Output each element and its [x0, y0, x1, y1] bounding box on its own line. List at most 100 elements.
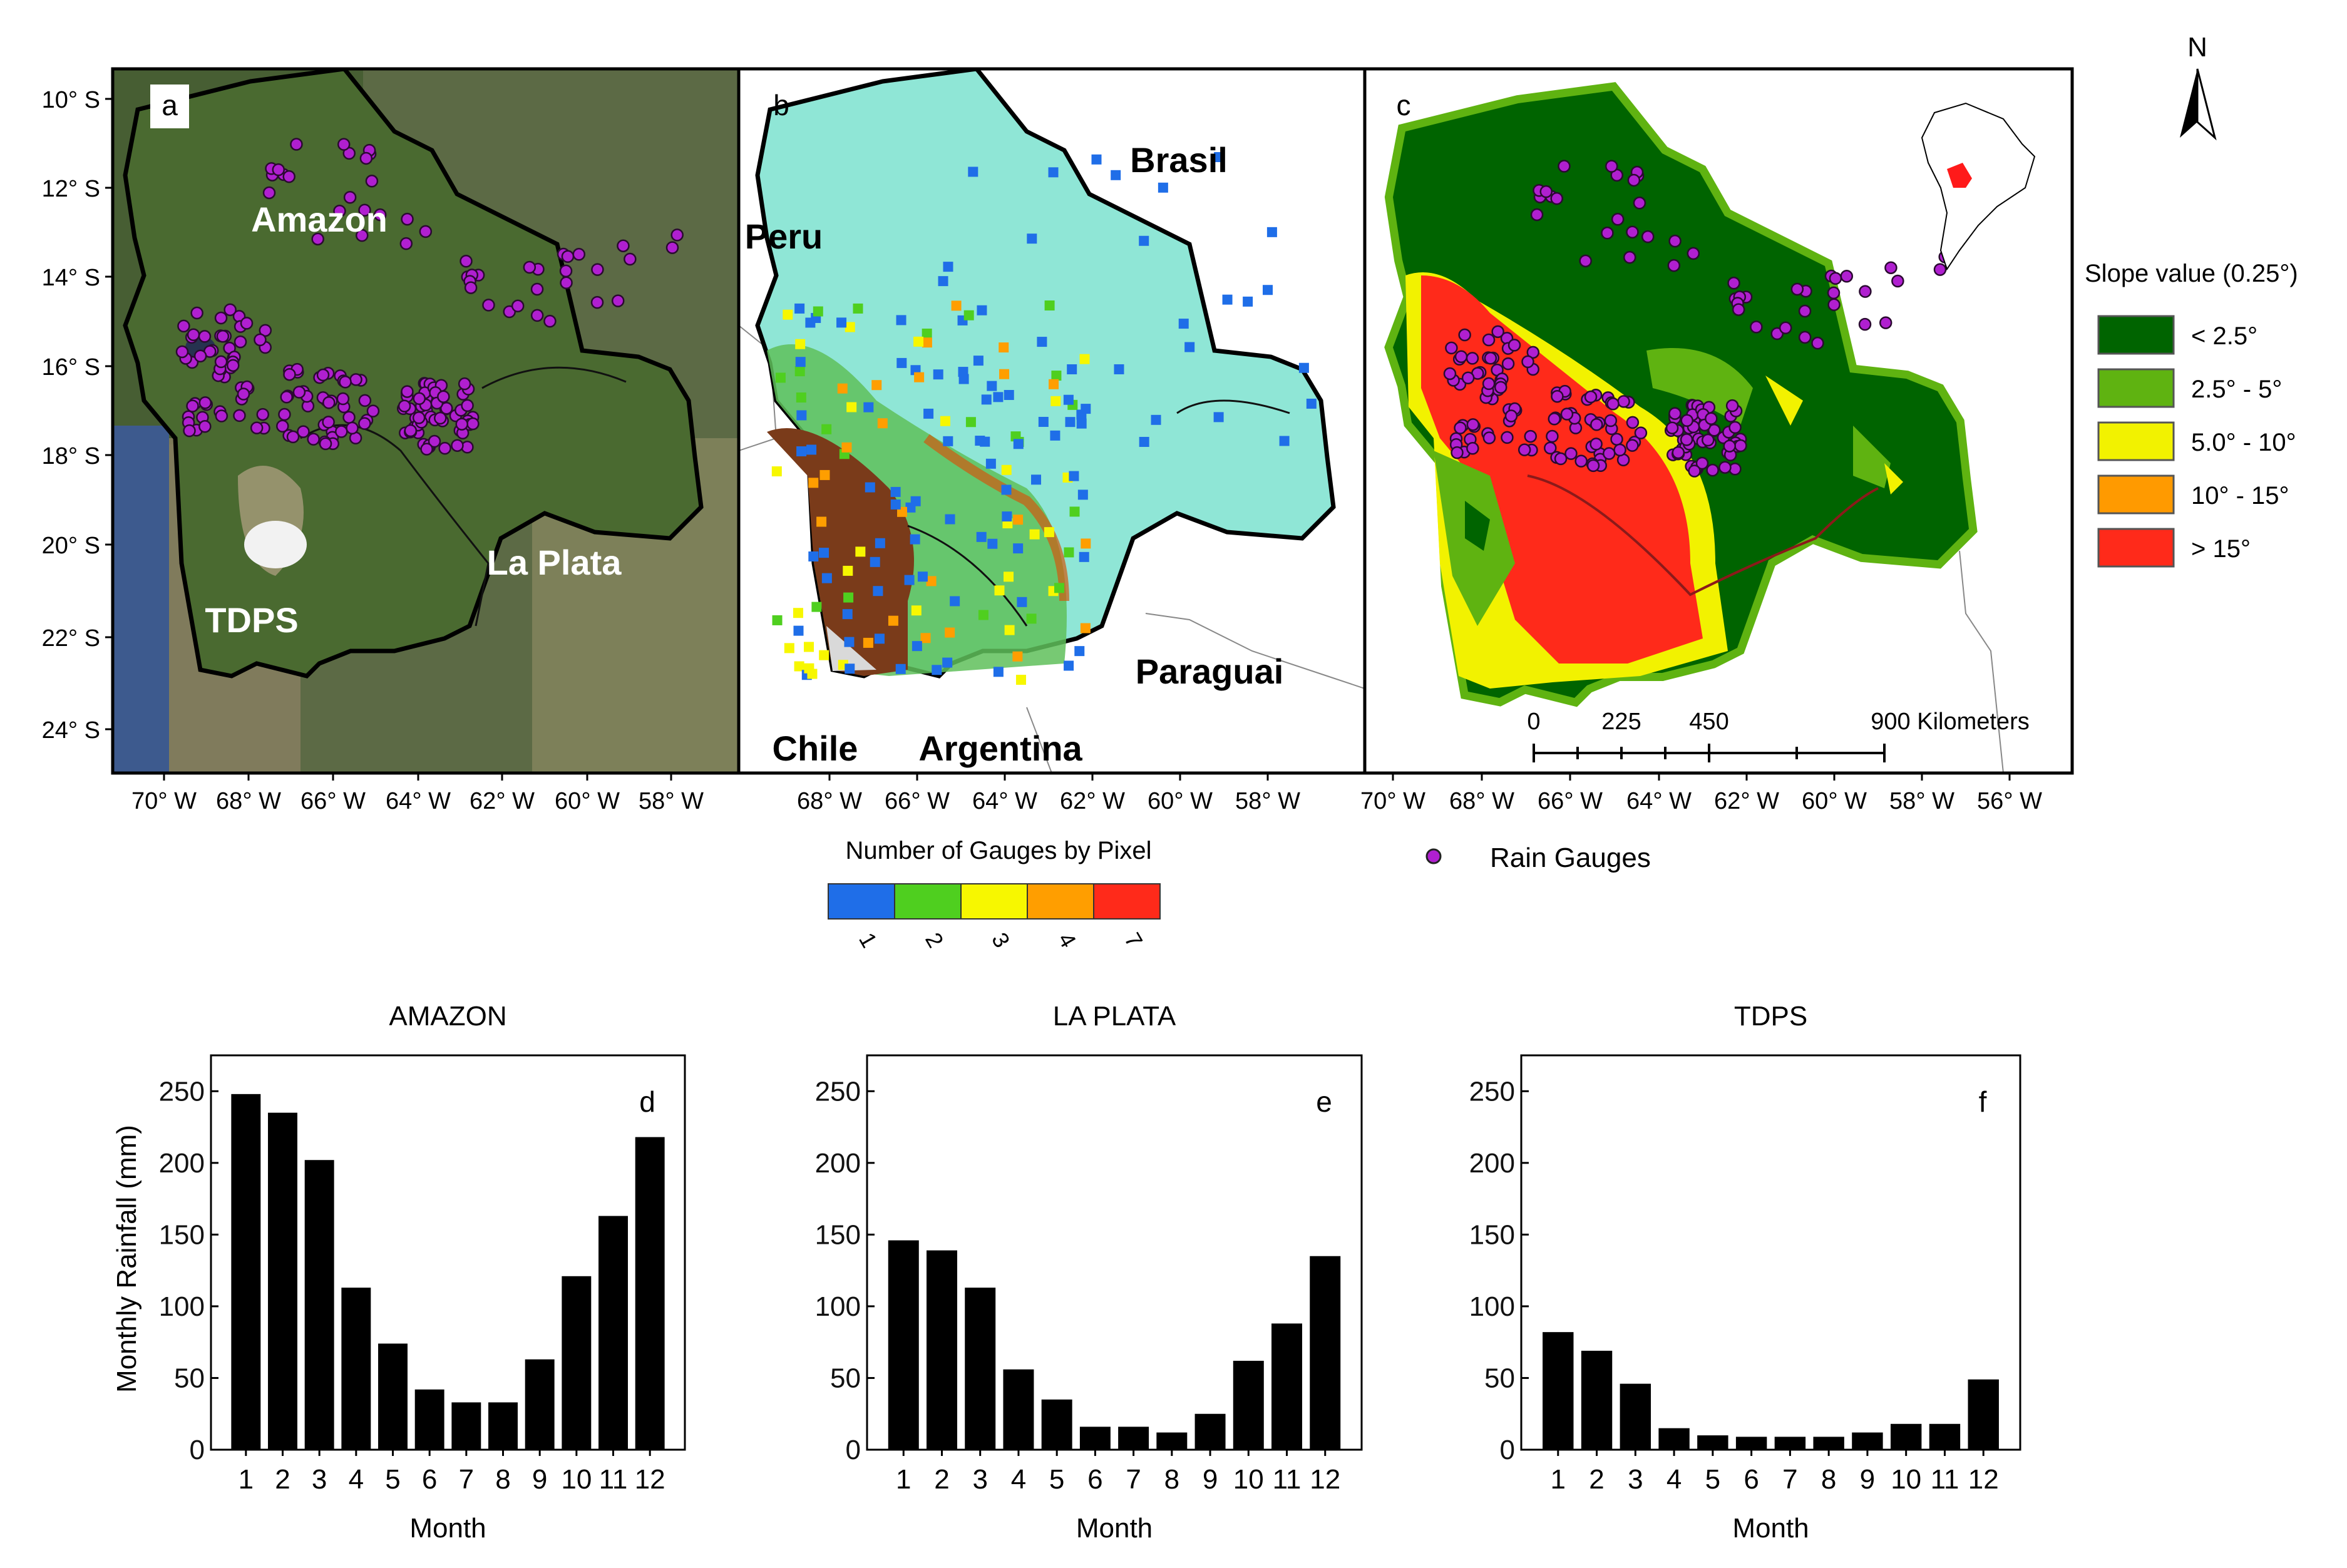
gauge-pixel [794, 366, 805, 377]
scale-label-900: 900 Kilometers [1871, 709, 2029, 735]
gauge-pixel [999, 342, 1009, 353]
gauge-pixel [888, 615, 898, 626]
rain-gauge-point [1723, 439, 1736, 453]
lat-tick-label: 10° S [42, 87, 100, 113]
gauge-pixel [999, 369, 1010, 379]
bar-month-3 [304, 1160, 334, 1450]
gauge-pixel [794, 661, 804, 672]
rain-gauge-legend: Rain Gauges [1425, 843, 1651, 873]
count-swatch-1 [828, 883, 895, 920]
rain-gauge-point [349, 373, 362, 386]
rain-gauge-point [1554, 452, 1568, 466]
basin-boundary-c [1527, 474, 1879, 597]
rain-gauge-point [1604, 414, 1618, 428]
rain-gauge-point [1466, 352, 1479, 365]
gauge-pixel [783, 309, 793, 320]
rain-gauge-point [401, 212, 414, 226]
rain-gauge-point [237, 387, 250, 401]
rain-gauge-point [216, 329, 230, 343]
y-tick-label: 50 [830, 1363, 861, 1393]
gauge-pixel [945, 627, 955, 638]
gauge-pixel [877, 418, 888, 429]
rain-gauge-point [198, 396, 212, 409]
gauge-points-c [1443, 160, 1951, 478]
rain-gauge-point [1734, 439, 1747, 453]
rain-gauge-point [1560, 407, 1574, 421]
rain-gauge-point [1884, 261, 1898, 274]
gauge-pixel [821, 424, 832, 434]
gauge-pixel [932, 665, 942, 675]
rain-gauge-point [1611, 212, 1625, 226]
bar-month-11 [1929, 1423, 1961, 1450]
gauge-pixel [1013, 515, 1024, 525]
gauge-pixel [819, 650, 829, 660]
rain-gauge-point [591, 263, 604, 276]
rain-gauge-point [1491, 325, 1504, 339]
rain-gauge-point [1718, 461, 1732, 474]
rain-gauge-point [1687, 247, 1700, 260]
slope-class-2: 2.5° - 5° [2191, 376, 2282, 403]
rain-gauge-point [428, 434, 441, 448]
rain-gauge-point [193, 349, 207, 362]
gauge-pixel [975, 436, 985, 446]
lon-tick-label-a: 66° W [300, 788, 366, 814]
rain-gauge-point [256, 407, 270, 421]
gauge-pixel [1027, 233, 1037, 244]
gauge-pixel [819, 548, 829, 558]
gauge-pixel [911, 605, 922, 616]
x-tick-label: 6 [1087, 1464, 1102, 1495]
x-tick-label: 1 [896, 1464, 911, 1495]
rain-gauge-point [190, 306, 203, 320]
gauge-pixel [994, 585, 1005, 596]
rain-gauge-point [373, 208, 387, 222]
panel-b-letter: b [773, 89, 789, 121]
rain-gauge-point [1530, 208, 1544, 222]
rain-gauge-point [1706, 463, 1719, 477]
lon-tick-label-c: 66° W [1538, 788, 1603, 814]
gauge-pixel [795, 357, 806, 367]
y-tick-label: 150 [815, 1219, 861, 1250]
rain-gauge-point [254, 333, 267, 347]
gauge-pixel [1013, 543, 1024, 554]
rain-gauge-point [1695, 456, 1709, 470]
gauge-pixel [1139, 235, 1149, 246]
gauge-pixel [855, 546, 866, 557]
gauge-pixel [1111, 170, 1121, 180]
chart-title: TDPS [1734, 1001, 1807, 1032]
rain-gauge-point [319, 437, 332, 451]
chart-frame [866, 1054, 1363, 1451]
rain-gauge-point [359, 151, 373, 165]
rain-gauge-point [175, 345, 189, 359]
slope-class-3: 5.0° - 10° [2191, 429, 2296, 456]
gauge-pixel [1079, 354, 1090, 364]
gauge-pixel [844, 637, 855, 647]
rain-gauge-point [437, 390, 450, 403]
gauge-pixel [1079, 551, 1089, 562]
x-tick-label: 9 [1203, 1464, 1218, 1495]
gauge-pixel [874, 633, 885, 644]
slope-class-4: 10° - 15° [2191, 482, 2289, 510]
panel-a-letter: a [162, 89, 178, 121]
country-paraguai-label: Paraguai [1136, 652, 1284, 691]
rain-gauge-point [1668, 234, 1682, 248]
rain-gauge-point [322, 396, 336, 409]
rain-gauge-point [1827, 298, 1841, 312]
rain-gauge-point [1539, 185, 1553, 198]
y-tick-label: 100 [159, 1291, 205, 1322]
gauge-pixel [978, 610, 989, 620]
chart-frame [210, 1054, 686, 1451]
gauge-pixel [793, 625, 804, 636]
rain-gauge-point [1603, 447, 1616, 460]
rain-gauge-point [1504, 409, 1518, 423]
gauge-pixel [914, 372, 925, 382]
rain-gauge-point [1524, 429, 1538, 443]
gauge-pixel [1064, 660, 1074, 671]
y-tick-label: 50 [1484, 1363, 1515, 1393]
gauge-count-legend: Number of Gauges by Pixel 1 2 3 4 7 [828, 837, 1161, 952]
bar-month-12 [635, 1137, 665, 1450]
rain-gauge-point [358, 203, 371, 217]
chart-panel-letter: d [639, 1085, 655, 1118]
rain-gauge-point [198, 330, 212, 343]
